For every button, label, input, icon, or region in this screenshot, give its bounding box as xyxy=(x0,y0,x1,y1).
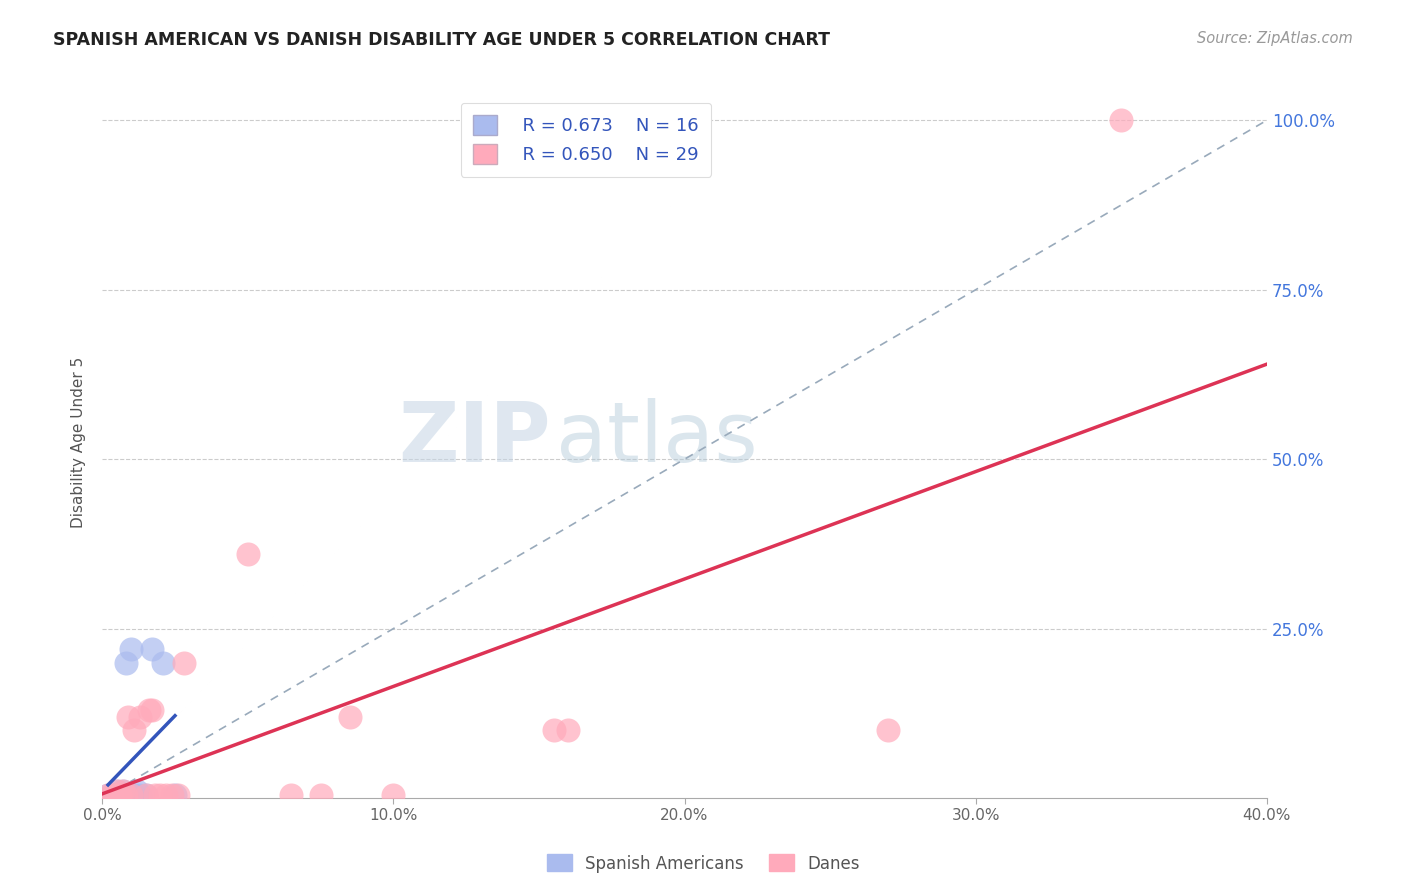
Text: SPANISH AMERICAN VS DANISH DISABILITY AGE UNDER 5 CORRELATION CHART: SPANISH AMERICAN VS DANISH DISABILITY AG… xyxy=(53,31,831,49)
Point xyxy=(122,723,145,738)
Point xyxy=(129,710,152,724)
Point xyxy=(280,788,302,802)
Point xyxy=(108,788,131,802)
Point xyxy=(339,710,361,724)
Point xyxy=(108,788,131,802)
Point xyxy=(97,788,120,802)
Point xyxy=(111,784,134,798)
Point xyxy=(97,788,120,802)
Legend:   R = 0.673    N = 16,   R = 0.650    N = 29: R = 0.673 N = 16, R = 0.650 N = 29 xyxy=(461,103,711,177)
Point xyxy=(163,788,186,802)
Point xyxy=(877,723,900,738)
Point xyxy=(100,788,122,802)
Point xyxy=(382,788,405,802)
Point xyxy=(120,788,142,802)
Point xyxy=(117,788,139,802)
Point xyxy=(141,703,163,717)
Point xyxy=(149,788,172,802)
Point xyxy=(135,788,157,802)
Point xyxy=(127,784,149,798)
Point xyxy=(236,547,259,561)
Point xyxy=(141,642,163,657)
Point xyxy=(557,723,579,738)
Point xyxy=(117,710,139,724)
Text: Source: ZipAtlas.com: Source: ZipAtlas.com xyxy=(1197,31,1353,46)
Point xyxy=(111,784,134,798)
Point xyxy=(167,788,190,802)
Point xyxy=(543,723,565,738)
Point xyxy=(143,788,166,802)
Point xyxy=(1111,113,1133,128)
Point xyxy=(100,788,122,802)
Point xyxy=(135,788,157,802)
Point xyxy=(120,642,142,657)
Point xyxy=(114,656,136,670)
Point xyxy=(103,788,125,802)
Text: ZIP: ZIP xyxy=(398,398,551,479)
Point xyxy=(152,656,174,670)
Point xyxy=(114,788,136,802)
Text: atlas: atlas xyxy=(557,398,758,479)
Point xyxy=(129,788,152,802)
Point xyxy=(160,788,183,802)
Point xyxy=(155,788,177,802)
Legend: Spanish Americans, Danes: Spanish Americans, Danes xyxy=(540,847,866,880)
Point xyxy=(122,788,145,802)
Point xyxy=(103,788,125,802)
Point xyxy=(105,784,128,798)
Point xyxy=(138,703,160,717)
Point xyxy=(105,784,128,798)
Y-axis label: Disability Age Under 5: Disability Age Under 5 xyxy=(72,357,86,528)
Point xyxy=(173,656,195,670)
Point xyxy=(309,788,332,802)
